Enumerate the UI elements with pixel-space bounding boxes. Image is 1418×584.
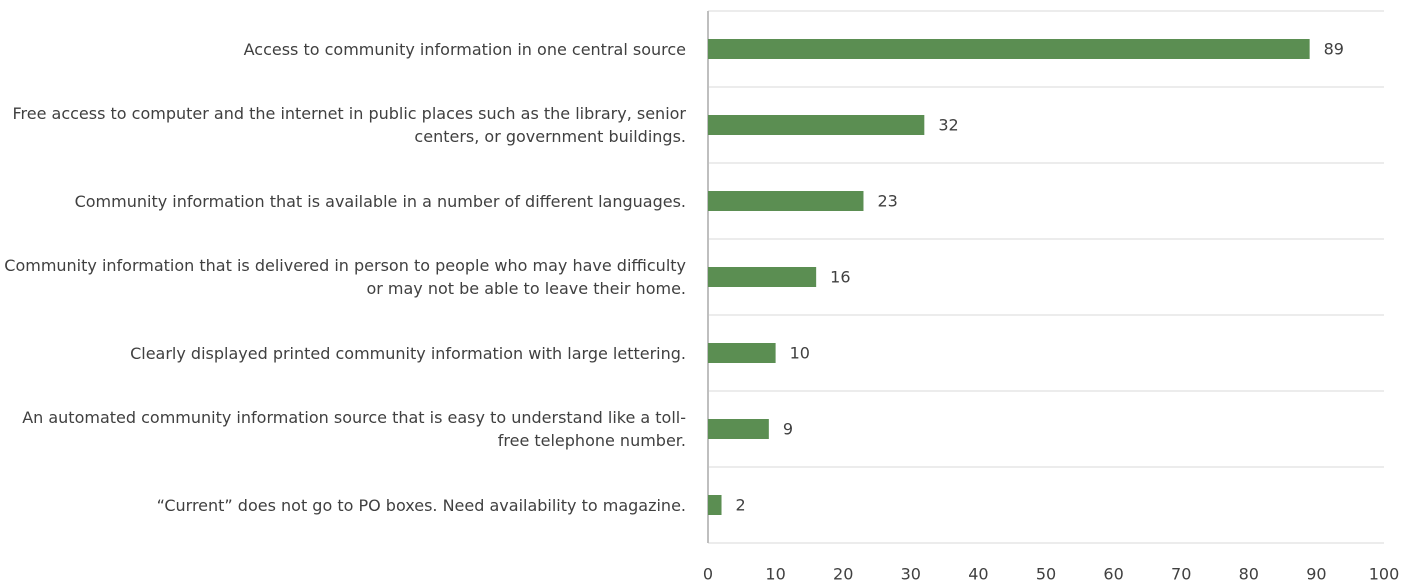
x-tick-label: 60 [1103, 565, 1123, 584]
y-tick-label-box: Free access to computer and the internet… [0, 87, 686, 163]
y-tick-label: An automated community information sourc… [22, 408, 686, 450]
x-tick-label: 70 [1171, 565, 1191, 584]
bar [708, 495, 722, 515]
data-label: 2 [736, 496, 746, 515]
y-tick-label: Access to community information in one c… [243, 39, 686, 59]
y-tick-label-box: Clearly displayed printed community info… [0, 315, 686, 391]
x-tick-label: 90 [1306, 565, 1326, 584]
x-tick-label: 40 [968, 565, 988, 584]
data-label: 23 [877, 192, 897, 211]
bar [708, 115, 925, 135]
data-label: 32 [938, 116, 958, 135]
y-tick-label-box: An automated community information sourc… [0, 391, 686, 467]
bar [708, 267, 817, 287]
y-tick-label-box: “Current” does not go to PO boxes. Need … [0, 467, 686, 543]
y-tick-label: “Current” does not go to PO boxes. Need … [156, 495, 686, 515]
bar [708, 343, 776, 363]
data-label: 89 [1324, 40, 1344, 59]
x-tick-label: 50 [1036, 565, 1056, 584]
x-tick-label: 30 [901, 565, 921, 584]
bar [708, 191, 864, 211]
x-tick-label: 80 [1239, 565, 1259, 584]
data-label: 16 [830, 268, 850, 287]
x-tick-label: 20 [833, 565, 853, 584]
y-tick-label-box: Community information that is delivered … [0, 239, 686, 315]
y-tick-label: Clearly displayed printed community info… [130, 343, 686, 363]
data-label: 9 [783, 420, 793, 439]
x-tick-label: 10 [765, 565, 785, 584]
y-tick-label: Community information that is delivered … [4, 256, 686, 298]
data-label: 10 [790, 344, 810, 363]
y-tick-label-box: Access to community information in one c… [0, 11, 686, 87]
x-tick-label: 0 [703, 565, 713, 584]
bar [708, 39, 1310, 59]
x-tick-label: 100 [1369, 565, 1400, 584]
y-tick-label-box: Community information that is available … [0, 163, 686, 239]
y-tick-label: Community information that is available … [74, 191, 686, 211]
y-tick-label: Free access to computer and the internet… [12, 104, 686, 146]
bar [708, 419, 769, 439]
